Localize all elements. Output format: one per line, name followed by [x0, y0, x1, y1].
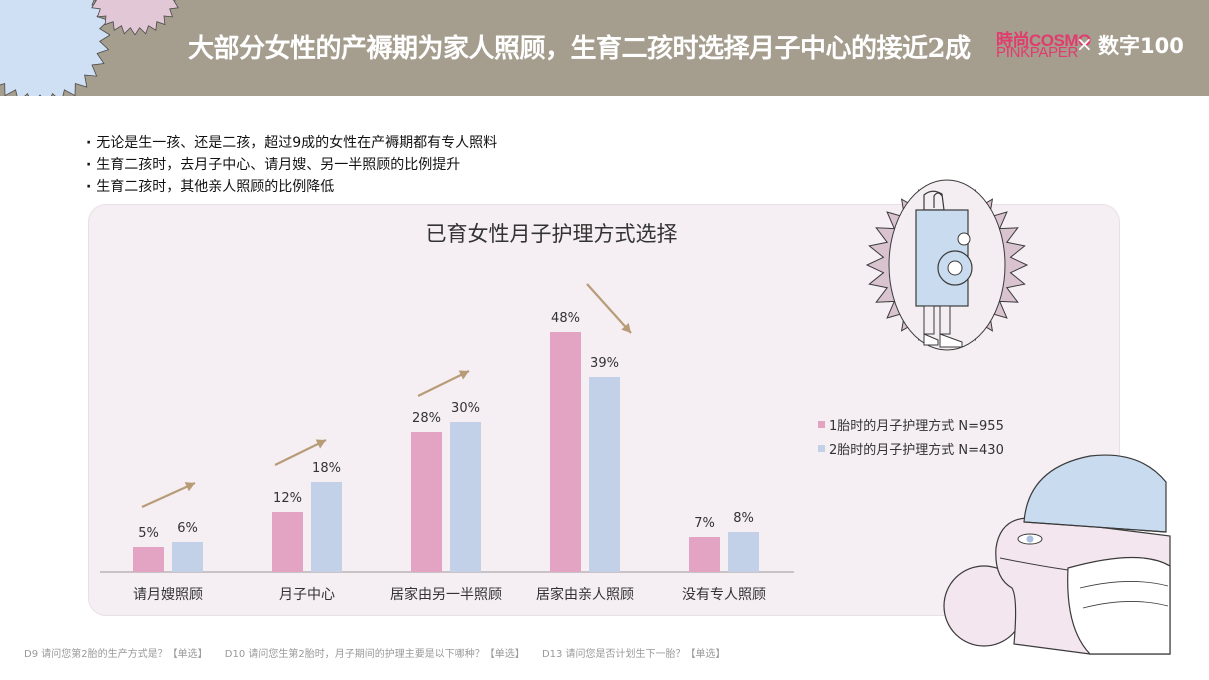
increase-arrow: [417, 370, 470, 397]
arrow-head: [621, 322, 631, 333]
increase-arrow: [274, 439, 327, 466]
cosmo-logo: 時尚COSMO: [996, 31, 1091, 50]
increase-arrow: [141, 481, 196, 509]
nurse-mask-illustration: [943, 454, 1171, 655]
legend-item-series1: 1胎时的月子护理方式 N=955: [818, 412, 1004, 436]
data-label: 28%: [412, 411, 441, 426]
shuzi100-logo: 数字100: [1098, 34, 1184, 58]
category-label: 居家由另一半照顾: [390, 586, 502, 603]
footnote: D13 请问您是否计划生下一胎？【单选】: [541, 649, 726, 660]
bar-series2: [311, 482, 342, 572]
arrow-head: [315, 439, 326, 449]
legend-label-series1: 1胎时的月子护理方式 N=955: [829, 418, 1004, 434]
category-label: 月子中心: [279, 587, 335, 603]
bar-series1: [689, 537, 720, 572]
pinkpaper-logo: PINKPAPER: [996, 44, 1079, 61]
bar-series1: [133, 547, 164, 572]
bar-series1: [550, 332, 581, 572]
finding-item: 生育二孩时，其他亲人照顾的比例降低: [86, 176, 497, 198]
header-banner: 大部分女性的产褥期为家人照顾，生育二孩时选择月子中心的接近2成 時尚COSMO …: [0, 0, 1209, 96]
bar-series2: [172, 542, 203, 572]
legend-swatch-series1: [818, 420, 825, 428]
category-label: 请月嫂照顾: [133, 587, 203, 603]
finding-item: 无论是生一孩、还是二孩，超过9成的女性在产褥期都有专人照料: [86, 132, 497, 154]
data-label: 8%: [733, 511, 754, 526]
bar-series2: [728, 532, 759, 572]
data-label: 18%: [312, 461, 341, 476]
category-label: 没有专人照顾: [682, 587, 766, 603]
blue-starburst-decoration: [0, 0, 110, 96]
data-label: 6%: [177, 521, 198, 536]
legend-item-series2: 2胎时的月子护理方式 N=430: [818, 436, 1004, 460]
data-label: 30%: [451, 401, 480, 416]
footnote: D9 请问您第2胎的生产方式是？【单选】: [24, 649, 208, 660]
pink-starburst-decoration: [91, 0, 179, 35]
arrow-head: [184, 482, 195, 492]
bar-series2: [589, 377, 620, 572]
bar-series1: [411, 432, 442, 572]
bar-series1: [272, 512, 303, 572]
pregnant-woman-illustration: [865, 179, 1029, 351]
footnote: D10 请问您生第2胎时，月子期间的护理主要是以下哪种？【单选】: [224, 649, 525, 660]
data-label: 39%: [590, 356, 619, 371]
data-label: 48%: [551, 311, 580, 326]
chart-legend: 1胎时的月子护理方式 N=955 2胎时的月子护理方式 N=430: [818, 412, 1004, 460]
logo-separator: ×: [1076, 32, 1093, 56]
page-title: 大部分女性的产褥期为家人照顾，生育二孩时选择月子中心的接近2成: [188, 34, 971, 64]
bar-series2: [450, 422, 481, 572]
legend-swatch-series2: [818, 444, 825, 452]
data-label: 12%: [273, 491, 302, 506]
data-label: 7%: [694, 516, 715, 531]
category-label: 居家由亲人照顾: [536, 586, 634, 603]
data-label: 5%: [138, 526, 159, 541]
key-findings-list: 无论是生一孩、还是二孩，超过9成的女性在产褥期都有专人照料 生育二孩时，去月子中…: [86, 132, 497, 198]
arrow-head: [458, 370, 469, 380]
finding-item: 生育二孩时，去月子中心、请月嫂、另一半照顾的比例提升: [86, 154, 497, 176]
survey-question-footnotes: D9 请问您第2胎的生产方式是？【单选】 D10 请问您生第2胎时，月子期间的护…: [24, 645, 740, 660]
decrease-arrow: [586, 283, 632, 334]
legend-label-series2: 2胎时的月子护理方式 N=430: [829, 442, 1004, 458]
